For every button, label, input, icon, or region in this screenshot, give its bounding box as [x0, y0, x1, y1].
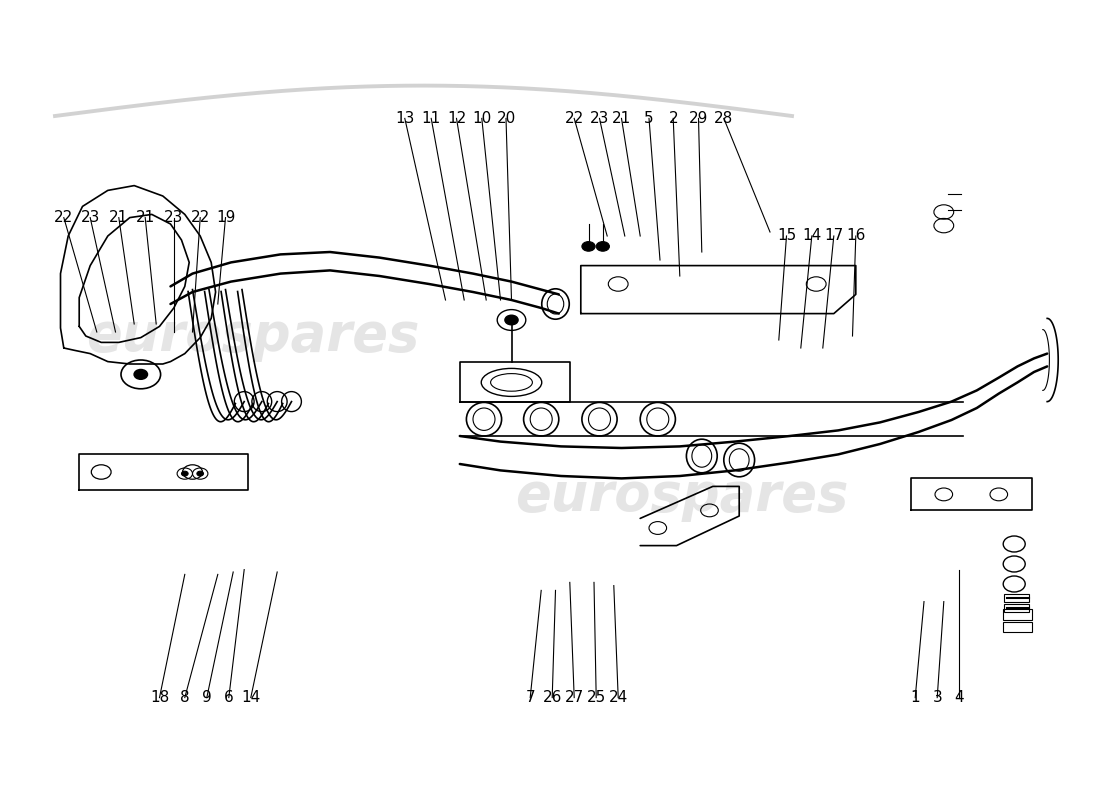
Text: 7: 7	[526, 690, 535, 705]
Text: 21: 21	[135, 210, 155, 225]
Text: 20: 20	[496, 111, 516, 126]
Circle shape	[505, 315, 518, 325]
Text: 1: 1	[911, 690, 920, 705]
Text: 15: 15	[777, 229, 796, 243]
Text: 12: 12	[447, 111, 466, 126]
Text: 16: 16	[846, 229, 866, 243]
Text: 27: 27	[564, 690, 584, 705]
Text: 5: 5	[645, 111, 653, 126]
Text: 18: 18	[150, 690, 169, 705]
Text: 26: 26	[542, 690, 562, 705]
Text: 6: 6	[224, 690, 233, 705]
Text: 13: 13	[395, 111, 415, 126]
Text: 8: 8	[180, 690, 189, 705]
Text: 22: 22	[190, 210, 210, 225]
Text: 21: 21	[109, 210, 129, 225]
Text: 23: 23	[164, 210, 184, 225]
Bar	[1004, 604, 1028, 612]
Text: 11: 11	[421, 111, 441, 126]
Text: 24: 24	[608, 690, 628, 705]
Text: 23: 23	[80, 210, 100, 225]
Text: 10: 10	[472, 111, 492, 126]
Text: 17: 17	[824, 229, 844, 243]
Circle shape	[197, 471, 204, 476]
Bar	[1004, 594, 1028, 602]
Text: 19: 19	[216, 210, 235, 225]
Text: eurospares: eurospares	[86, 310, 420, 362]
Bar	[1003, 622, 1032, 632]
Circle shape	[182, 471, 188, 476]
Circle shape	[596, 242, 609, 251]
Text: 3: 3	[933, 690, 942, 705]
Text: 14: 14	[241, 690, 261, 705]
Text: 22: 22	[564, 111, 584, 126]
Text: 23: 23	[590, 111, 609, 126]
Text: 14: 14	[802, 229, 822, 243]
Text: 28: 28	[714, 111, 734, 126]
Text: 9: 9	[202, 690, 211, 705]
Text: 22: 22	[54, 210, 74, 225]
Text: 4: 4	[955, 690, 964, 705]
Circle shape	[582, 242, 595, 251]
Text: 2: 2	[669, 111, 678, 126]
Text: 21: 21	[612, 111, 631, 126]
Circle shape	[134, 370, 147, 379]
Bar	[1003, 609, 1032, 620]
Text: eurospares: eurospares	[515, 470, 849, 522]
Text: 25: 25	[586, 690, 606, 705]
Text: 29: 29	[689, 111, 708, 126]
